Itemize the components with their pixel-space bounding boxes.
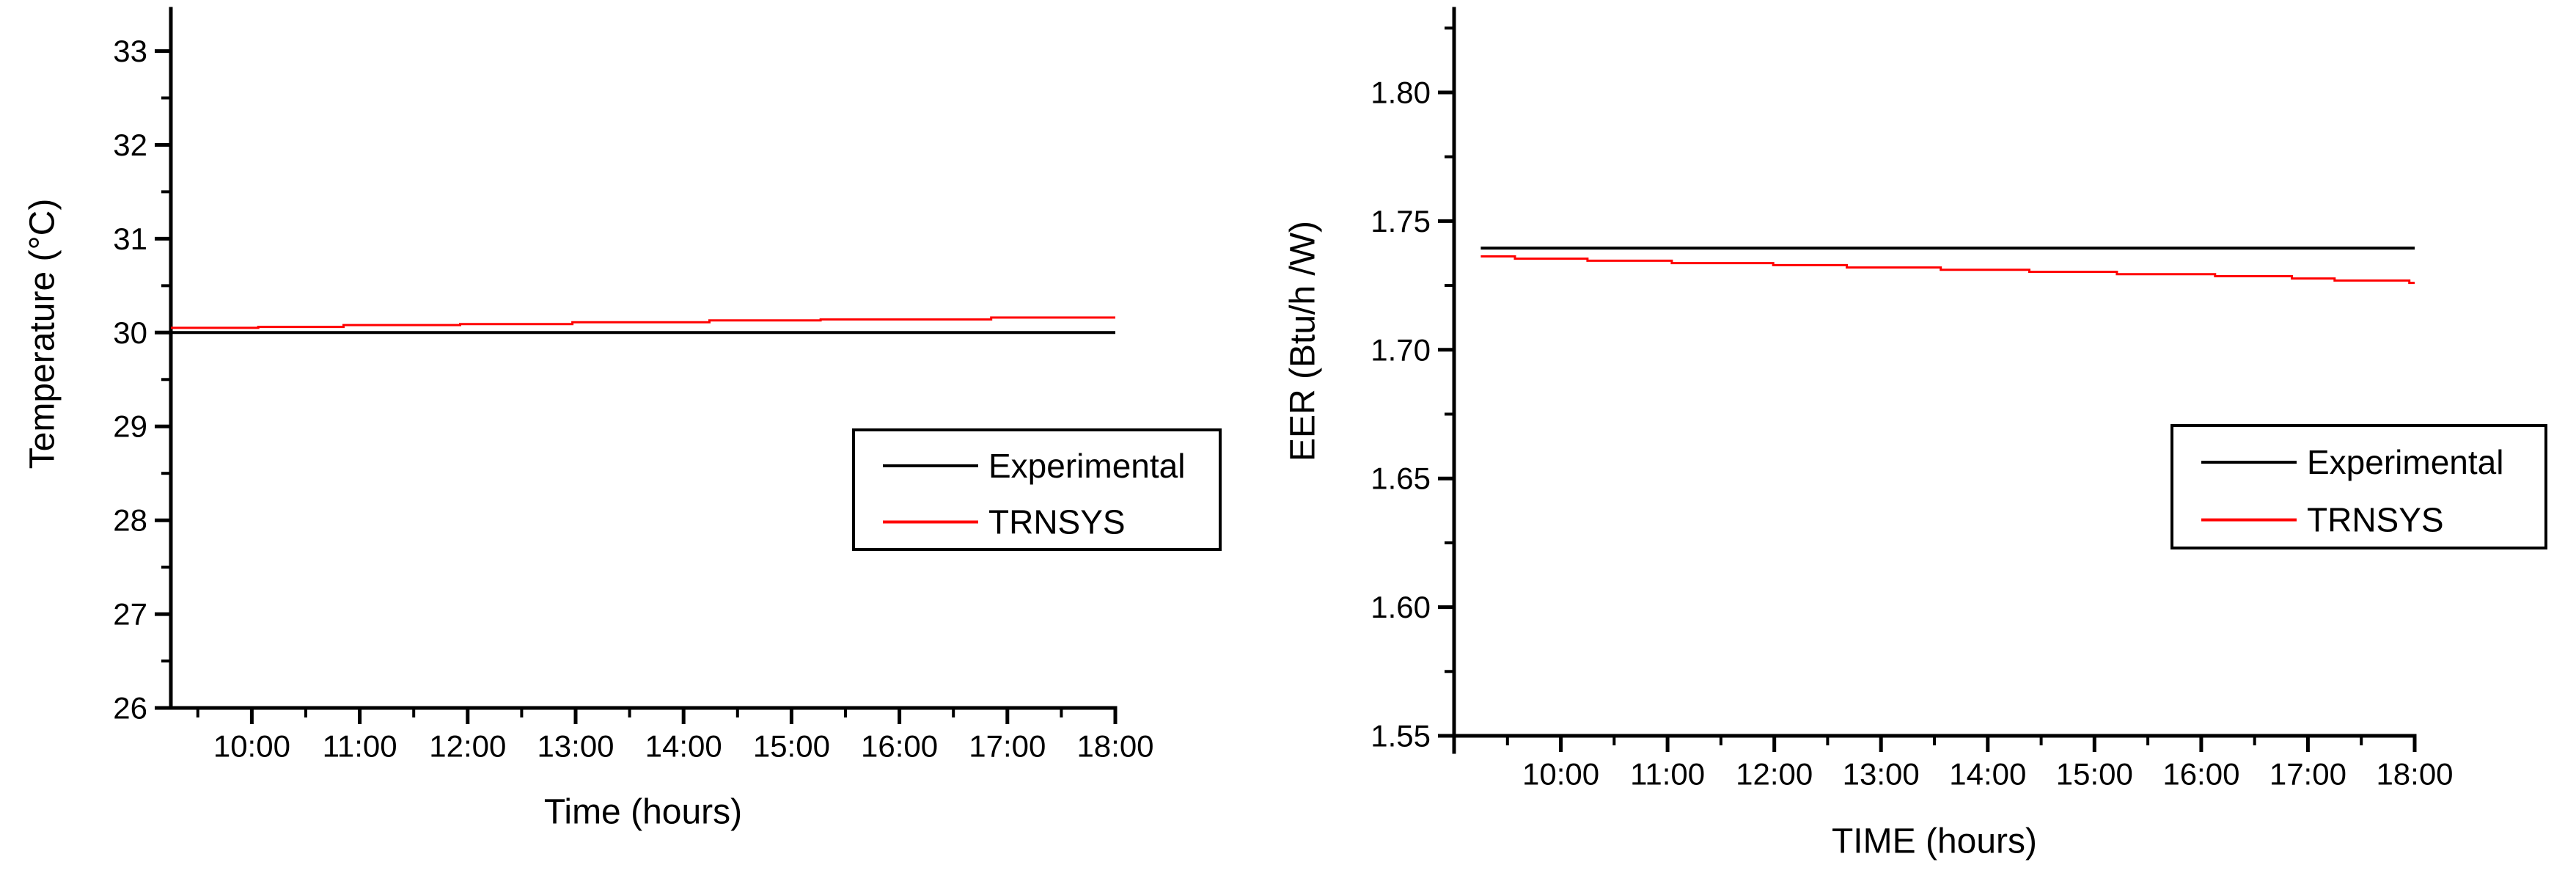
temperature-chart: 10:00 11:00 12:00 13:00 14:00 15:00 16:00 17:00… <box>23 7 1222 832</box>
y-tick-label: 26 <box>113 691 147 726</box>
x-axis-title: TIME (hours) <box>1832 822 2037 861</box>
y-tick-label: 1.55 <box>1370 719 1431 753</box>
y-tick-label: 1.70 <box>1370 332 1431 367</box>
x-tick-label: 16:00 <box>861 729 938 764</box>
x-tick-label: 12:00 <box>1736 757 1813 792</box>
x-tick-label: 14:00 <box>1949 757 2026 792</box>
x-tick-label: 18:00 <box>2376 757 2453 792</box>
y-axis-title: Temperature (°C) <box>23 199 62 470</box>
series-trnsys-line <box>1480 255 2415 285</box>
series-trnsys-line <box>171 316 1115 329</box>
legend-item-label: TRNSYS <box>2307 501 2444 539</box>
y-tick-label: 33 <box>113 34 147 68</box>
x-tick-label: 17:00 <box>2269 757 2346 792</box>
x-tick-label: 16:00 <box>2162 757 2239 792</box>
x-tick-label: 15:00 <box>753 729 830 764</box>
y-tick-label: 30 <box>113 315 147 350</box>
legend-item-label: Experimental <box>988 447 1185 485</box>
legend-item-label: TRNSYS <box>988 503 1126 541</box>
x-tick-label: 10:00 <box>1522 757 1599 792</box>
x-tick-label: 10:00 <box>213 729 290 764</box>
x-tick-label: 14:00 <box>645 729 722 764</box>
y-tick-label: 1.80 <box>1370 76 1431 110</box>
y-tick-label: 31 <box>113 222 147 256</box>
x-tick-label: 12:00 <box>429 729 506 764</box>
y-tick-label: 28 <box>113 503 147 538</box>
x-tick-label: 15:00 <box>2056 757 2133 792</box>
eer-chart: 10:00 11:00 12:00 13:00 14:00 15:00 16:00 17:00… <box>1284 7 2547 861</box>
x-tick-label: 13:00 <box>1843 757 1920 792</box>
y-tick-label: 1.75 <box>1370 204 1431 238</box>
x-tick-label: 17:00 <box>969 729 1046 764</box>
x-tick-label: 11:00 <box>323 729 397 764</box>
legend-box <box>852 428 1222 551</box>
legend-item-label: Experimental <box>2307 443 2503 481</box>
x-tick-label: 13:00 <box>537 729 614 764</box>
x-axis-title: Time (hours) <box>544 793 742 832</box>
y-tick-label: 1.60 <box>1370 590 1431 624</box>
legend: Experimental TRNSYS <box>2170 424 2547 549</box>
x-tick-label: 18:00 <box>1076 729 1153 764</box>
x-tick-label: 11:00 <box>1630 757 1705 792</box>
y-tick-label: 29 <box>113 409 147 444</box>
y-tick-label: 1.65 <box>1370 461 1431 496</box>
y-tick-label: 27 <box>113 597 147 632</box>
legend: Experimental TRNSYS <box>852 428 1222 551</box>
y-axis-title: EER (Btu/h /W) <box>1284 221 1323 461</box>
legend-box <box>2170 424 2547 549</box>
y-tick-label: 32 <box>113 128 147 162</box>
